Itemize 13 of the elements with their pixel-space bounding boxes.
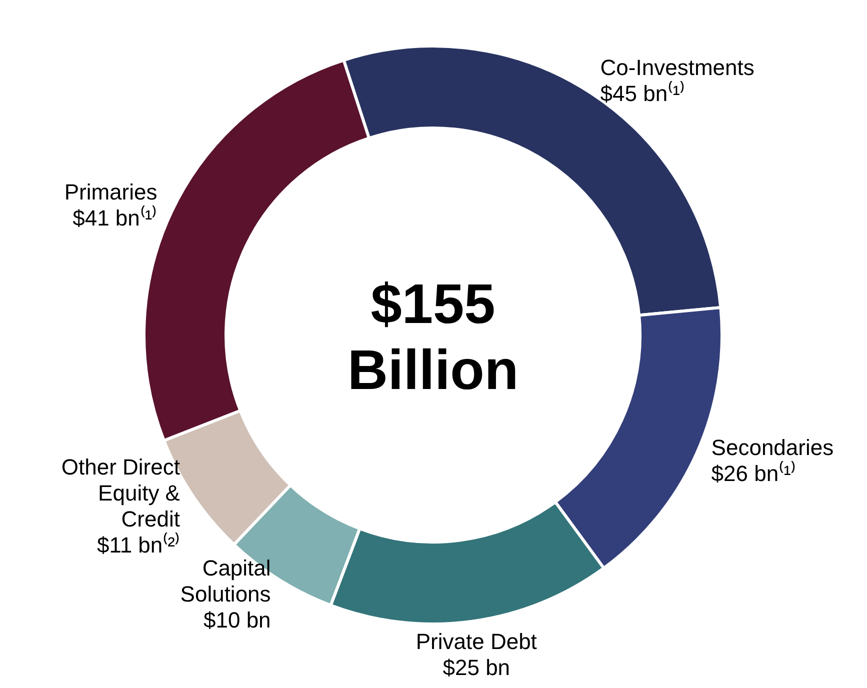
slice-label: Co-Investments xyxy=(600,54,754,80)
slice-label: Primaries xyxy=(64,180,158,205)
slice-label: Other Direct Equity & Credit xyxy=(61,454,180,532)
slice-label: Capital Solutions xyxy=(180,555,271,606)
slice-label: Secondaries xyxy=(711,434,834,460)
data-label: $26 bn⁽¹⁾ xyxy=(711,460,796,486)
text: $155 Billion xyxy=(347,272,519,401)
slice-label: Private Debt xyxy=(416,629,537,654)
data-label: $45 bn⁽¹⁾ xyxy=(600,80,685,106)
data-label: $10 bn xyxy=(204,607,271,632)
data-label: $41 bn⁽¹⁾ xyxy=(72,206,158,231)
data-label: $11 bn⁽²⁾ xyxy=(97,532,180,558)
data-label: $25 bn xyxy=(442,655,510,680)
